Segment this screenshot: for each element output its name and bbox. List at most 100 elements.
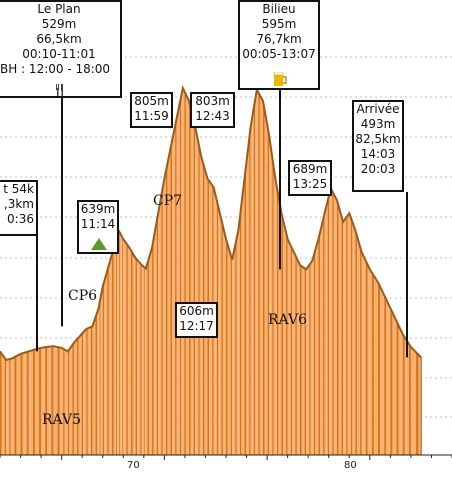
profile-band [67, 349, 70, 455]
profile-band [290, 245, 293, 455]
profile-band [144, 267, 146, 455]
profile-band [70, 344, 73, 455]
profile-band [378, 282, 381, 455]
profile-band [196, 134, 199, 455]
left-cut-line3: 0:36 [7, 212, 34, 226]
profile-band [219, 213, 222, 455]
profile-band [261, 98, 263, 455]
profile-band [80, 334, 82, 455]
profile-band [16, 355, 19, 455]
arrivee-time1: 14:03 [360, 147, 396, 161]
profile-band [130, 250, 133, 455]
arrivee-name: Arrivée [356, 102, 400, 116]
profile-band [259, 95, 262, 455]
profile-band [36, 348, 40, 455]
profile-band [386, 299, 389, 455]
profile-band [165, 163, 168, 455]
profile-band [326, 200, 328, 455]
profile-band [418, 354, 422, 455]
profile-band [86, 328, 88, 455]
profile-band [363, 256, 366, 455]
profile-band [92, 321, 94, 455]
profile-band [22, 352, 25, 455]
profile-band [344, 217, 347, 455]
profile-band [272, 157, 274, 455]
profile-band [115, 240, 117, 455]
profile-band [132, 252, 135, 455]
x-ticks [0, 455, 452, 460]
profile-band [336, 200, 339, 455]
profile-band [187, 97, 190, 455]
profile-band [108, 259, 111, 455]
profile-band [232, 252, 234, 455]
p639-time: 11:14 [80, 217, 116, 231]
profile-band [255, 89, 257, 455]
profile-band [0, 351, 2, 455]
profile-band [352, 221, 354, 455]
profile-band [73, 341, 76, 455]
profile-band [358, 241, 361, 455]
profile-band [230, 254, 233, 455]
profile-band [6, 359, 8, 455]
profile-band [14, 356, 17, 455]
profile-band [330, 188, 333, 456]
profile-band [193, 120, 196, 455]
profile-band [90, 326, 93, 455]
profile-band [304, 268, 307, 455]
profile-band [258, 92, 260, 456]
profile-band [99, 297, 101, 455]
profile-band [100, 292, 102, 455]
profile-band [161, 187, 163, 456]
profile-band [95, 312, 98, 455]
p803-box: 803m 12:43 [190, 92, 235, 128]
profile-band [134, 255, 136, 455]
profile-band [382, 290, 385, 455]
profile-band [176, 110, 179, 456]
profile-band [340, 211, 342, 455]
profile-band [267, 126, 270, 455]
profile-band [369, 269, 372, 455]
le-plan-time: 00:10-11:01 [22, 47, 96, 61]
profile-band [18, 353, 21, 455]
fork-knife-icon [56, 84, 63, 96]
le-plan-box: Le Plan 529m 66,5km 00:10-11:01 BH : 12:… [0, 0, 122, 98]
profile-band [9, 358, 11, 455]
rav5-label: RAV5 [42, 412, 81, 428]
x-tick-label-70: 70 [127, 460, 140, 471]
profile-band [373, 275, 376, 455]
profile-band [318, 232, 320, 455]
profile-band [315, 244, 317, 455]
profile-band [123, 239, 125, 455]
profile-band [246, 152, 248, 456]
profile-band [316, 239, 319, 455]
profile-band [189, 100, 191, 455]
profile-band [365, 260, 368, 455]
arrivee-km: 82,5km [355, 132, 401, 146]
x-tick-label-80: 80 [344, 460, 357, 471]
profile-band [252, 108, 254, 455]
profile-band [396, 321, 399, 455]
profile-band [350, 217, 353, 455]
le-plan-alt: 529m [41, 17, 77, 31]
p606-alt: 606m [179, 304, 214, 318]
profile-band [270, 146, 273, 455]
profile-band [303, 267, 305, 455]
bilieu-alt: 595m [261, 17, 297, 31]
profile-band [83, 330, 85, 455]
arrivee-time2: 20:03 [360, 162, 396, 176]
profile-band [346, 215, 348, 455]
profile-band [75, 339, 78, 455]
beer-icon [273, 72, 287, 86]
p689-box: 689m 13:25 [288, 160, 332, 196]
cp7-label: CP7 [153, 193, 183, 209]
profile-band [126, 243, 128, 455]
profile-band [275, 178, 277, 455]
profile-band [349, 213, 351, 455]
profile-band [148, 252, 151, 455]
profile-band [167, 156, 169, 456]
profile-band [1, 353, 4, 455]
profile-band [249, 126, 251, 455]
profile-band [116, 237, 118, 455]
profile-band [47, 346, 50, 455]
profile-band [408, 343, 411, 455]
